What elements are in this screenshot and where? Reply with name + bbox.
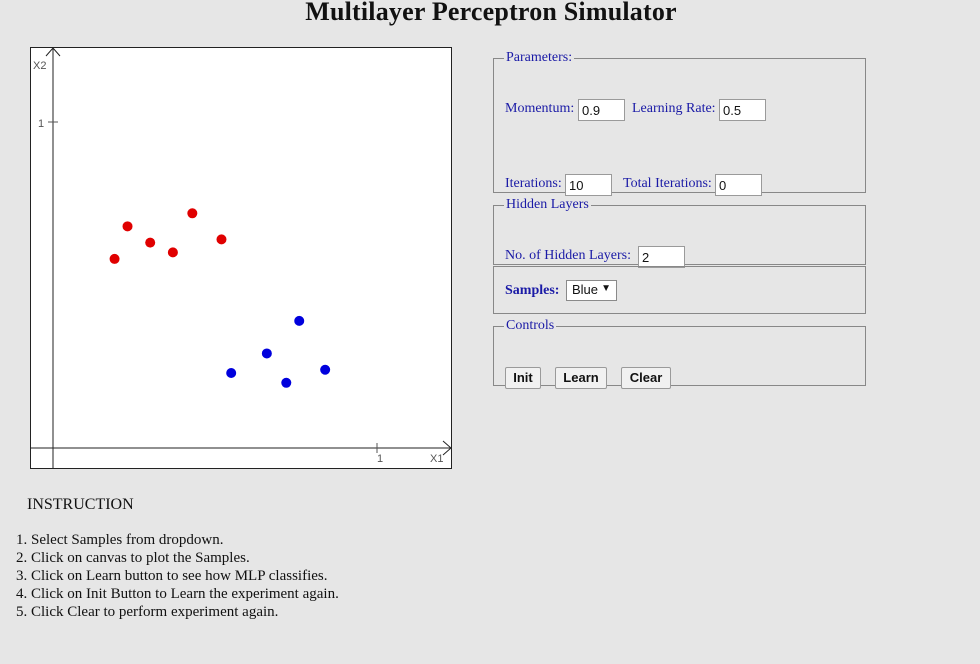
y-axis-arrow	[45, 48, 61, 57]
blue-sample-point	[226, 368, 237, 379]
learning-rate-input[interactable]	[719, 99, 766, 121]
blue-sample-point	[294, 315, 305, 326]
page-title: Multilayer Perceptron Simulator	[305, 0, 677, 26]
blue-sample-point	[281, 377, 292, 388]
plot-svg[interactable]: X2 1 1 X1	[31, 48, 451, 468]
clear-button[interactable]: Clear	[621, 367, 671, 389]
parameters-legend: Parameters:	[506, 50, 573, 65]
x-axis-arrow	[442, 440, 451, 456]
hidden-layers-count-label: No. of Hidden Layers:	[505, 248, 631, 263]
blue-sample-point	[261, 348, 272, 359]
init-button[interactable]: Init	[505, 367, 541, 389]
red-sample-point	[167, 247, 178, 258]
total-iterations-label: Total Iterations:	[623, 176, 712, 191]
learning-rate-label: Learning Rate:	[632, 101, 716, 116]
plot-canvas[interactable]: X2 1 1 X1	[30, 47, 452, 469]
chevron-down-icon: ▼	[601, 283, 611, 294]
red-sample-point	[187, 208, 198, 219]
instruction-step: Click on Learn button to see how MLP cla…	[31, 567, 339, 585]
red-sample-point	[145, 237, 156, 248]
x-tick-label: 1	[377, 453, 383, 465]
x2-axis-label: X2	[33, 60, 46, 72]
samples-selected-value: Blue	[572, 282, 599, 297]
red-sample-point	[216, 234, 227, 245]
instruction-step: Select Samples from dropdown.	[31, 531, 339, 549]
blue-sample-point	[320, 364, 331, 375]
controls-panel: Controls Init Learn Clear	[493, 318, 866, 389]
instruction-step: Click Clear to perform experiment again.	[31, 603, 339, 621]
total-iterations-input[interactable]	[715, 174, 762, 196]
samples-panel: Samples: Blue ▼	[493, 266, 866, 314]
hidden-layers-panel: Hidden Layers No. of Hidden Layers:	[493, 197, 866, 268]
iterations-label: Iterations:	[505, 176, 562, 191]
red-sample-point	[122, 221, 133, 232]
instruction-step: Click on Init Button to Learn the experi…	[31, 585, 339, 603]
hidden-layers-count-input[interactable]	[638, 246, 685, 268]
instruction-step: Click on canvas to plot the Samples.	[31, 549, 339, 567]
parameters-panel: Parameters: Momentum: Learning Rate: Ite…	[493, 50, 866, 196]
hidden-layers-legend: Hidden Layers	[506, 197, 589, 212]
x1-axis-label: X1	[430, 453, 443, 465]
y-tick-label: 1	[38, 118, 44, 130]
samples-select[interactable]: Blue ▼	[566, 280, 617, 301]
momentum-label: Momentum:	[505, 101, 575, 116]
momentum-input[interactable]	[578, 99, 625, 121]
iterations-input[interactable]	[565, 174, 612, 196]
samples-label: Samples:	[505, 283, 560, 298]
red-sample-point	[109, 253, 120, 264]
instruction-heading: INSTRUCTION	[27, 496, 134, 513]
controls-legend: Controls	[506, 318, 555, 333]
sample-points	[109, 208, 331, 388]
learn-button[interactable]: Learn	[555, 367, 607, 389]
instruction-list: Select Samples from dropdown. Click on c…	[0, 531, 339, 621]
